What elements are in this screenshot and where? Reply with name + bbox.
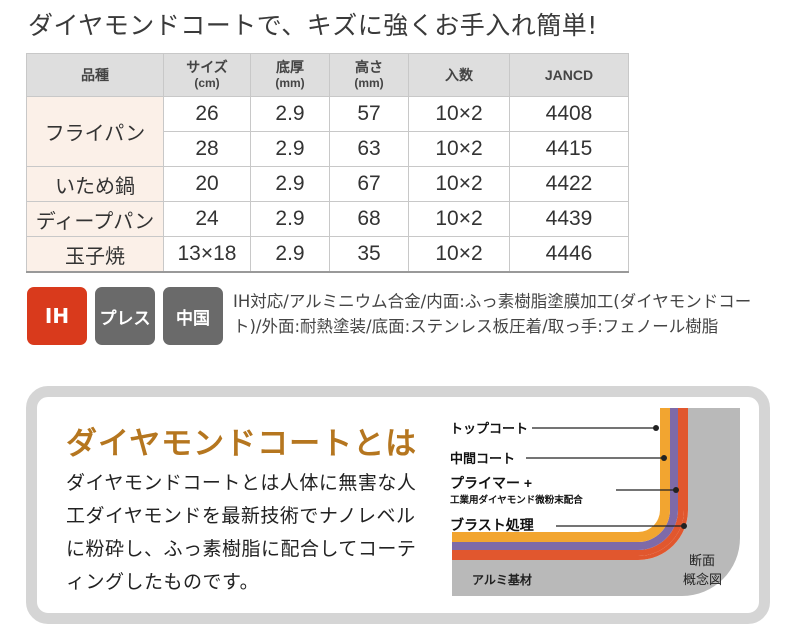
leader-dot <box>681 523 687 529</box>
height-cell: 63 <box>329 131 409 167</box>
height-cell: 68 <box>329 201 409 237</box>
size-cell: 13×18 <box>163 236 251 273</box>
qty-cell: 10×2 <box>408 166 510 202</box>
product-name: 玉子焼 <box>26 236 164 273</box>
headline: ダイヤモンドコートで、キズに強くお手入れ簡単! <box>28 11 598 40</box>
jan-cell: 4408 <box>509 96 629 132</box>
height-cell: 57 <box>329 96 409 132</box>
panel-title: ダイヤモンドコートとは <box>66 426 418 462</box>
label-blast: ブラスト処理 <box>450 517 534 533</box>
table-row: フライパン 26 2.9 57 10×2 4408 <box>26 96 629 167</box>
label-primer: プライマー + <box>450 475 532 491</box>
product-name: フライパン <box>26 96 164 167</box>
header-cell: 高さ (mm) <box>329 53 409 97</box>
size-cell: 20 <box>163 166 251 202</box>
bottom-cell: 2.9 <box>250 131 330 167</box>
caption-concept-diagram: 概念図 <box>683 572 722 587</box>
bottom-cell: 2.9 <box>250 166 330 202</box>
product-name: いため鍋 <box>26 166 164 202</box>
leader-dot <box>673 487 679 493</box>
panel-body: ダイヤモンドコートとは人体に無害な人工ダイヤモンドを最新技術でナノレベルに粉砕し… <box>66 472 417 593</box>
header-cell: JANCD <box>509 53 629 97</box>
product-name: ディープパン <box>26 201 164 237</box>
table-row: 玉子焼 13×18 2.9 35 10×2 4446 <box>26 236 629 273</box>
bottom-cell: 2.9 <box>250 96 330 132</box>
table-header-row: 品種 サイズ (cm) 底厚 (mm) 高さ (mm) 入数 JANCD <box>26 53 629 97</box>
header-cell: 入数 <box>408 53 510 97</box>
leader-dot <box>661 455 667 461</box>
ih-badge: IH <box>27 287 87 345</box>
qty-cell: 10×2 <box>408 131 510 167</box>
qty-cell: 10×2 <box>408 96 510 132</box>
caption-cross-section: 断面 <box>689 553 715 568</box>
label-primer-sub: 工業用ダイヤモンド微粉末配合 <box>450 494 583 506</box>
aluminum-base-layer <box>452 408 740 596</box>
jan-cell: 4415 <box>509 131 629 167</box>
china-badge: 中国 <box>163 287 223 345</box>
table-row: ディープパン 24 2.9 68 10×2 4439 <box>26 201 629 237</box>
bottom-cell: 2.9 <box>250 236 330 273</box>
jan-cell: 4422 <box>509 166 629 202</box>
table-row: いため鍋 20 2.9 67 10×2 4422 <box>26 166 629 202</box>
size-cell: 26 <box>163 96 251 132</box>
bottom-cell: 2.9 <box>250 201 330 237</box>
label-aluminum-base: アルミ基材 <box>472 572 532 587</box>
spec-table: 品種 サイズ (cm) 底厚 (mm) 高さ (mm) 入数 JANCD フライパン … <box>26 53 629 273</box>
spec-note: IH対応/アルミニウム合金/内面:ふっ素樹脂塗膜加工(ダイヤモンドコート)/外面… <box>233 292 752 336</box>
leader-dot <box>653 425 659 431</box>
jan-cell: 4446 <box>509 236 629 273</box>
press-badge: プレス <box>95 287 155 345</box>
header-cell: 品種 <box>26 53 164 97</box>
jan-cell: 4439 <box>509 201 629 237</box>
size-cell: 24 <box>163 201 251 237</box>
height-cell: 35 <box>329 236 409 273</box>
table-row: 28 2.9 63 10×2 4415 <box>27 131 629 167</box>
height-cell: 67 <box>329 166 409 202</box>
qty-cell: 10×2 <box>408 236 510 273</box>
size-cell: 28 <box>163 131 251 167</box>
header-cell: サイズ (cm) <box>163 53 251 97</box>
label-top-coat: トップコート <box>450 421 528 436</box>
header-cell: 底厚 (mm) <box>250 53 330 97</box>
qty-cell: 10×2 <box>408 201 510 237</box>
coating-cross-section-diagram: トップコート 中間コート プライマー + 工業用ダイヤモンド微粉末配合 ブラスト… <box>450 408 740 596</box>
label-middle-coat: 中間コート <box>450 451 515 466</box>
